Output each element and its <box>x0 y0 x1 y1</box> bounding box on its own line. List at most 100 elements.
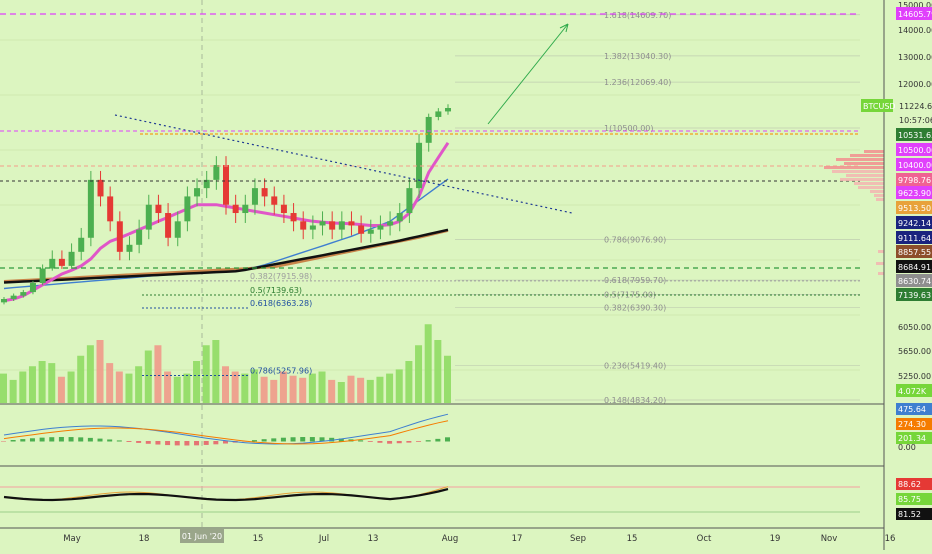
candle-body <box>97 179 104 197</box>
crosshair-time-label: 01 Jun '20 <box>182 532 222 541</box>
price-axis[interactable]: 15000.00 14000.00 13000.00 12000.00 6050.00 5… <box>861 0 932 550</box>
candle-body <box>387 221 394 226</box>
volume-bar <box>135 366 143 403</box>
time-axis[interactable]: May18Jun15Jul13Aug17Sep15Oct19Nov1601 Ju… <box>0 527 895 544</box>
candle-body <box>155 204 162 214</box>
volume-bar <box>366 379 374 403</box>
macd-histogram-bar <box>20 439 26 442</box>
candle-body <box>416 142 423 189</box>
price-label <box>897 113 932 126</box>
volume-profile-bar <box>824 166 884 169</box>
volume-bar <box>57 376 65 403</box>
grid <box>0 0 860 540</box>
macd-histogram-bar <box>329 437 335 442</box>
macd-histogram-bar <box>213 441 219 445</box>
fib-label-left: 0.786(5257.96) <box>250 367 312 376</box>
volume-bar <box>48 363 56 403</box>
volume-bar <box>299 377 307 403</box>
candle-body <box>396 213 403 222</box>
candle-body <box>348 221 355 226</box>
macd-histogram-bar <box>300 437 306 442</box>
candle-body <box>78 237 85 252</box>
price-label-text: 8684.91 <box>898 263 931 272</box>
macd-histogram-bar <box>107 439 113 442</box>
volume-bar <box>318 371 326 403</box>
macd-histogram-bar <box>29 438 35 442</box>
macd-histogram-bar <box>10 440 16 442</box>
macd-histogram-bar <box>116 440 122 442</box>
macd-label <box>896 432 932 444</box>
price-label-text: 9798.76 <box>898 176 931 185</box>
rsi-label-text: 85.75 <box>898 495 921 504</box>
candle-body <box>309 225 316 230</box>
fib-label: 1.382(13040.30) <box>604 52 671 61</box>
rsi-label-text: 81.52 <box>898 510 921 519</box>
symbol-badge <box>861 99 893 112</box>
volume-bar <box>28 366 36 403</box>
macd-histogram-bar <box>377 441 383 443</box>
candle-body <box>213 165 220 180</box>
symbol-label: BTCUSD <box>863 102 896 111</box>
fib-label-left: 0.382(7915.98) <box>250 272 312 281</box>
fib-label: 1.618(14609.70) <box>604 11 671 20</box>
volume-profile-bar <box>876 262 884 265</box>
rsi-label <box>896 508 932 520</box>
candle-body <box>280 204 287 214</box>
candle-body <box>358 225 365 234</box>
candle-body <box>20 292 27 296</box>
price-tick-label: 5650.00 <box>898 347 931 356</box>
candle-body <box>445 108 451 112</box>
volume-bar <box>357 377 365 403</box>
macd-histogram-bar <box>280 437 286 442</box>
macd-histogram-bar <box>194 441 200 446</box>
candle-body <box>435 111 442 117</box>
rsi-line <box>3 488 449 502</box>
macd-histogram-bar <box>184 441 190 446</box>
volume-bar <box>212 340 220 403</box>
volume-profile-bar <box>832 170 884 173</box>
macd-histogram-bar <box>271 438 277 442</box>
macd-histogram-bar <box>435 438 441 442</box>
candle-body <box>145 204 152 230</box>
volume-bar <box>347 375 355 403</box>
macd-histogram-bar <box>338 438 344 442</box>
macd-histogram-bar <box>223 441 228 444</box>
volume-bar <box>337 382 345 403</box>
volume-profile-bar <box>878 272 884 275</box>
macd-label <box>896 418 932 430</box>
ma-black <box>3 228 449 284</box>
volume-bar <box>125 373 133 403</box>
candle-body <box>232 204 239 214</box>
volume-profile-bar <box>844 162 884 165</box>
time-tick-label: Nov <box>821 534 838 544</box>
candle-body <box>425 116 432 143</box>
macd-histogram-bar <box>1 441 6 442</box>
candle-body <box>271 196 278 205</box>
volume-bar <box>202 345 210 403</box>
volume-bar <box>250 369 258 403</box>
time-tick-label: Aug <box>442 534 459 544</box>
macd-histogram-bar <box>126 441 132 442</box>
macd-histogram-bar <box>87 437 93 442</box>
candle-body <box>116 221 123 252</box>
volume-profile-bar <box>876 198 884 201</box>
macd-tick-label: 0.00 <box>898 443 916 452</box>
price-label <box>896 201 932 214</box>
candle-body <box>242 204 249 214</box>
price-label <box>897 99 932 112</box>
time-tick-label: Sep <box>570 534 586 544</box>
candle-body <box>136 229 143 245</box>
macd-histogram-bar <box>387 441 393 444</box>
candle-body <box>87 179 94 238</box>
time-tick-label: Oct <box>697 534 712 544</box>
price-label <box>896 128 932 141</box>
fib-label: 0.148(4834.20) <box>604 396 666 405</box>
macd-histogram-bar <box>68 437 74 442</box>
fib-label: 0.786(9076.90) <box>604 235 666 244</box>
candle-body <box>39 268 46 284</box>
candle-body <box>10 295 17 300</box>
macd-histogram-bar <box>165 441 171 446</box>
candle-body <box>58 258 65 266</box>
